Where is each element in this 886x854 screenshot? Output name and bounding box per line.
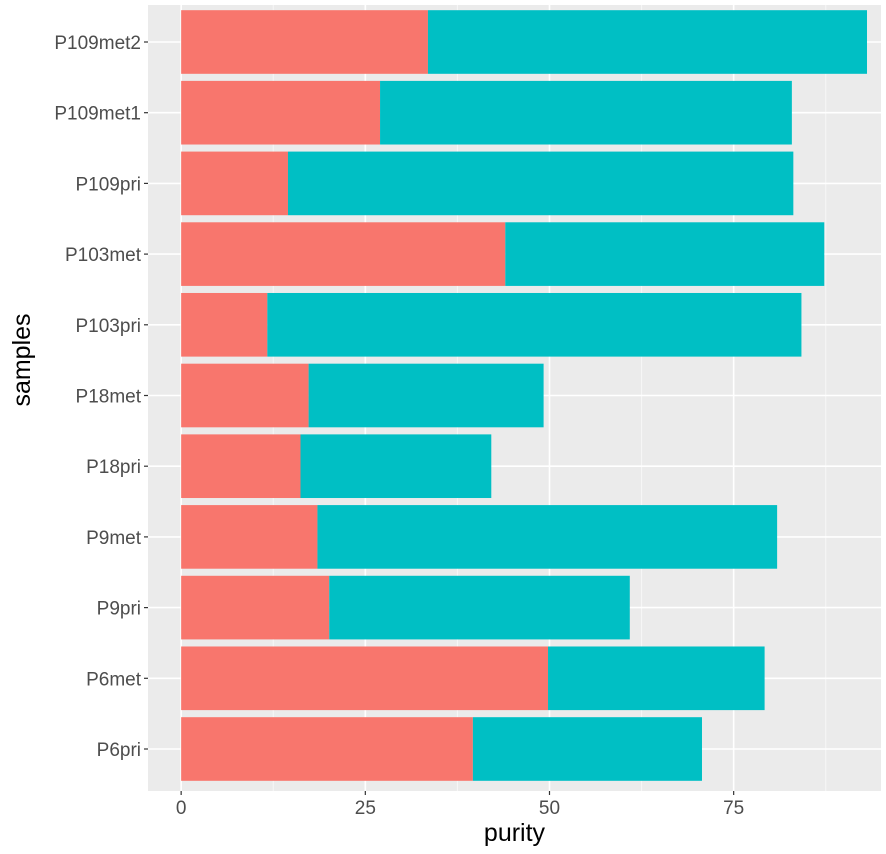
bar-segment-2 — [505, 222, 825, 286]
y-tick-label: P109pri — [76, 174, 142, 195]
y-axis: P109met2 P109met1 P109pri P103met P103pri P18… — [54, 33, 148, 761]
y-tick-label: P18pri — [86, 457, 141, 478]
bar-segment-1 — [181, 505, 318, 569]
bar-segment-1 — [181, 575, 330, 640]
y-tick-label: P6pri — [97, 740, 141, 761]
y-tick-label: P109met1 — [54, 104, 141, 125]
bar-segment-2 — [308, 363, 544, 428]
y-tick-label: P9pri — [97, 599, 141, 620]
x-axis: 0 25 50 75 — [176, 791, 744, 819]
bar-segment-1 — [181, 363, 309, 428]
bar-segment-1 — [181, 717, 473, 781]
y-tick-label: P6met — [86, 669, 142, 690]
bars — [181, 10, 868, 781]
x-tick-label: 50 — [539, 798, 560, 819]
bar-segment-1 — [181, 10, 428, 74]
bar-segment-1 — [181, 646, 549, 711]
bar-segment-2 — [300, 434, 492, 499]
bar-segment-1 — [181, 292, 268, 357]
bar-segment-2 — [380, 80, 792, 145]
y-tick-label: P103met — [65, 245, 142, 266]
x-tick-label: 25 — [355, 798, 376, 819]
bar-segment-2 — [427, 10, 868, 74]
bar-segment-1 — [181, 80, 381, 145]
bar-segment-2 — [287, 151, 794, 216]
bar-segment-2 — [472, 717, 702, 781]
y-tick-label: P9met — [86, 528, 142, 549]
y-axis-title: samples — [8, 313, 36, 406]
bar-segment-1 — [181, 222, 506, 286]
x-tick-label: 75 — [723, 798, 744, 819]
y-tick-label: P18met — [76, 387, 142, 408]
bar-segment-2 — [329, 575, 630, 640]
bar-segment-2 — [267, 292, 802, 357]
bar-segment-2 — [317, 505, 778, 569]
y-tick-label: P109met2 — [54, 33, 141, 54]
bar-segment-1 — [181, 434, 301, 499]
bar-segment-2 — [548, 646, 765, 711]
x-tick-label: 0 — [176, 798, 187, 819]
x-axis-title: purity — [484, 819, 546, 847]
bar-segment-1 — [181, 151, 288, 216]
y-tick-label: P103pri — [76, 316, 142, 337]
